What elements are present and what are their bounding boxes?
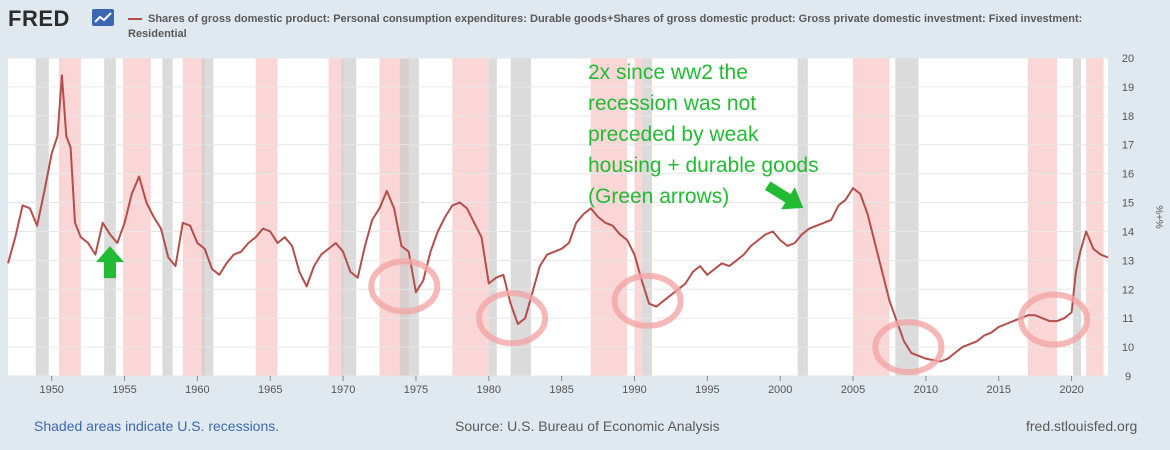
x-tick-label: 1995: [695, 384, 719, 396]
green-down-arrow: [764, 181, 804, 210]
x-axis: 1950 1955 1960 1965 1970 1975 1980 1985 1990 1995…: [39, 376, 1084, 396]
recession-bands: [35, 58, 1082, 376]
series-group: [7, 74, 1109, 363]
legend-text: Shares of gross domestic product: Person…: [128, 13, 1083, 40]
y-tick-label: 12: [1122, 284, 1134, 296]
annotation-band: [123, 58, 151, 376]
recession-band: [641, 58, 652, 376]
recession-band: [510, 58, 532, 376]
annotation-band: [634, 58, 642, 376]
y-tick-label: 16: [1122, 169, 1134, 181]
x-tick-label: 2005: [841, 384, 865, 396]
x-tick-label: 1960: [185, 384, 209, 396]
y-tick-label: 13: [1122, 255, 1134, 267]
x-tick-label: 2000: [768, 384, 792, 396]
green-up-arrow: [95, 246, 124, 279]
recession-band: [201, 58, 214, 376]
x-tick-label: 1975: [404, 384, 428, 396]
annotation-line: recession was not: [588, 92, 757, 115]
y-tick-label: 18: [1122, 111, 1134, 123]
x-tick-label: 2015: [986, 384, 1010, 396]
recession-band: [895, 58, 919, 376]
arrow-head: [764, 181, 804, 210]
annotation-band: [1086, 58, 1104, 376]
y-axis: 9 10 11 12 13 14 15 16 17 18 19 20: [1122, 53, 1134, 383]
x-tick-label: 1985: [549, 384, 573, 396]
annotation-arrows: [95, 181, 804, 279]
highlight-circle: [476, 290, 549, 347]
y-tick-label: 19: [1122, 82, 1134, 94]
site-link[interactable]: fred.stlouisfed.org: [1026, 418, 1138, 434]
annotation-bands: [58, 58, 1104, 376]
y-tick-label: 11: [1122, 313, 1133, 325]
y-tick-label: 10: [1122, 342, 1134, 354]
highlight-circles: [368, 258, 1091, 376]
annotation-line: 2x since ww2 the: [588, 61, 748, 84]
highlight-circle: [611, 272, 684, 329]
recession-band: [399, 58, 419, 376]
x-tick-label: 2010: [914, 384, 938, 396]
series-legend: Shares of gross domestic product: Person…: [128, 12, 1138, 42]
recession-band: [1073, 58, 1082, 376]
source-text: Source: U.S. Bureau of Economic Analysis: [455, 418, 720, 434]
series-line: [7, 74, 1109, 363]
annotation-band: [255, 58, 278, 376]
recession-band: [104, 58, 116, 376]
x-tick-label: 1955: [112, 384, 136, 396]
recession-band: [162, 58, 173, 376]
x-tick-label: 1950: [39, 384, 63, 396]
x-tick-label: 1965: [258, 384, 282, 396]
highlight-circle: [368, 258, 441, 315]
annotation-band: [58, 58, 81, 376]
y-tick-label: 9: [1125, 371, 1131, 383]
recession-band: [488, 58, 497, 376]
y-axis-label: %+%: [1153, 205, 1164, 229]
y-tick-label: 14: [1122, 226, 1134, 238]
gridlines: [8, 57, 1108, 377]
x-tick-label: 1980: [477, 384, 501, 396]
x-tick-label: 2020: [1059, 384, 1083, 396]
recession-band: [797, 58, 808, 376]
recession-band: [35, 58, 49, 376]
y-tick-label: 20: [1122, 53, 1134, 65]
annotation-band: [182, 58, 205, 376]
annotation-line: preceded by weak: [588, 123, 759, 146]
plot-area: [8, 58, 1108, 376]
legend-swatch: [128, 18, 142, 21]
x-tick-label: 1970: [331, 384, 355, 396]
y-tick-label: 17: [1122, 140, 1134, 152]
annotation-line: (Green arrows): [588, 185, 730, 208]
chart-badge-icon: [92, 9, 114, 26]
y-tick-label: 15: [1122, 198, 1134, 210]
highlight-circle: [872, 319, 945, 376]
annotation-band: [1027, 58, 1058, 376]
annotation-line: housing + durable goods: [588, 154, 819, 177]
annotation-band: [853, 58, 890, 376]
recession-note-link[interactable]: Shaded areas indicate U.S. recessions.: [34, 418, 280, 434]
highlight-circle: [1018, 291, 1091, 348]
annotation-band: [328, 58, 344, 376]
annotation-text: 2x since ww2 the recession was not prece…: [588, 57, 819, 212]
x-tick-label: 1990: [622, 384, 646, 396]
fred-logo[interactable]: FRED: [8, 6, 70, 31]
recession-band: [341, 58, 357, 376]
